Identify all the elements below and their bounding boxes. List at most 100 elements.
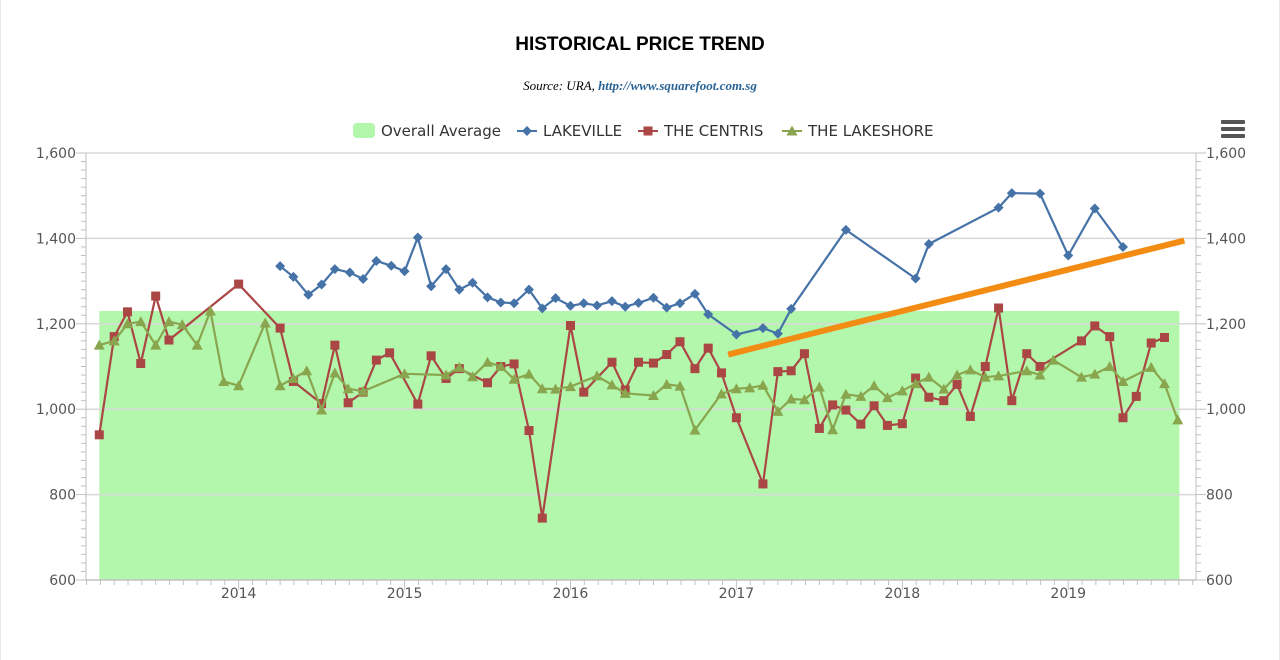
the-lakeshore-point [467, 371, 479, 382]
the-centris-point [716, 368, 726, 378]
the-lakeshore-point [150, 339, 162, 350]
the-lakeshore-point [316, 404, 328, 415]
the-lakeshore-point [550, 383, 562, 394]
the-centris-point [1118, 413, 1128, 423]
the-lakeshore-point [259, 317, 271, 328]
the-centris-point [524, 426, 534, 436]
lakeville-point [1006, 188, 1017, 199]
the-lakeshore-point [301, 365, 313, 376]
y-tick-label-left: 1,000 [36, 402, 76, 418]
the-lakeshore-point [868, 380, 880, 391]
lakeville-point [1089, 203, 1100, 214]
the-lakeshore-point [715, 388, 727, 399]
lakeville-point [329, 264, 340, 275]
the-centris-point [675, 337, 685, 347]
the-lakeshore-point [938, 383, 950, 394]
the-lakeshore-line [99, 309, 1179, 432]
y-tick-label-right: 1,200 [1206, 317, 1246, 333]
legend-swatch [353, 123, 375, 138]
the-lakeshore-point [896, 385, 908, 396]
subtitle-source: Source: URA, [523, 78, 599, 93]
the-lakeshore-point [979, 371, 991, 382]
the-lakeshore-point [647, 390, 659, 401]
y-tick-label-right: 1,000 [1206, 402, 1246, 418]
legend-item-lakeville: LAKEVILLE [517, 122, 622, 140]
the-centris-point [773, 367, 783, 377]
the-lakeshore-point [287, 372, 299, 383]
lakeville-point [344, 267, 355, 278]
legend-marker [643, 126, 653, 136]
hamburger-menu-icon[interactable] [1221, 120, 1245, 138]
the-centris-point [758, 479, 768, 489]
legend-item-overall-average: Overall Average [353, 122, 501, 140]
x-tick-label: 2019 [1050, 586, 1086, 602]
the-centris-point [1146, 338, 1156, 348]
the-centris-point [151, 291, 161, 301]
lakeville-point [358, 273, 369, 284]
the-centris-point [690, 364, 700, 374]
the-lakeshore-point [564, 381, 576, 392]
the-lakeshore-point [730, 383, 742, 394]
the-lakeshore-point [964, 364, 976, 375]
x-tick-label: 2015 [387, 586, 423, 602]
the-centris-point [952, 379, 962, 389]
lakeville-point [371, 256, 382, 267]
the-centris-point [1022, 349, 1032, 359]
the-lakeshore-point [163, 316, 175, 327]
the-lakeshore-point [951, 369, 963, 380]
the-lakeshore-point [1104, 361, 1116, 371]
the-lakeshore-point [840, 388, 852, 399]
lakeville-point [620, 301, 631, 312]
the-centris-point [164, 335, 174, 345]
the-centris-point [634, 357, 644, 367]
the-lakeshore-point [1047, 354, 1059, 365]
the-lakeshore-point [798, 394, 810, 405]
the-centris-point [869, 401, 879, 411]
the-centris-point [1105, 332, 1115, 342]
the-lakeshore-point [772, 405, 784, 416]
lakeville-point [550, 293, 561, 304]
y-tick-label-left: 1,200 [36, 317, 76, 333]
lakeville-point [993, 202, 1004, 213]
the-centris-point [426, 351, 436, 361]
the-centris-point [882, 420, 892, 430]
lakeville-point [633, 297, 644, 308]
the-lakeshore-point [329, 367, 341, 378]
the-lakeshore-point [274, 380, 286, 391]
y-tick-label-left: 800 [49, 488, 76, 504]
the-centris-point [799, 349, 809, 359]
the-lakeshore-point [910, 378, 922, 389]
chart-title: HISTORICAL PRICE TREND [515, 34, 765, 55]
the-lakeshore-point [1117, 375, 1129, 386]
the-lakeshore-point [508, 373, 520, 384]
the-lakeshore-point [827, 424, 839, 435]
lakeville-point [757, 323, 768, 334]
the-lakeshore-point [176, 319, 188, 330]
lakeville-point [303, 289, 314, 300]
the-lakeshore-point [495, 361, 507, 371]
the-centris-point [1007, 396, 1017, 406]
the-lakeshore-point [785, 393, 797, 404]
lakeville-point [386, 260, 397, 271]
the-lakeshore-point [93, 339, 105, 350]
the-centris-point [122, 307, 132, 317]
the-centris-point [939, 396, 949, 406]
the-lakeshore-point [523, 368, 535, 379]
legend-label: THE CENTRIS [663, 122, 763, 140]
the-lakeshore-point [191, 339, 203, 350]
the-lakeshore-point [744, 382, 756, 393]
lakeville-point [412, 232, 423, 243]
the-centris-point [994, 303, 1004, 313]
source-link[interactable]: http://www.squarefoot.com.sg [598, 78, 757, 93]
the-centris-point [275, 323, 285, 333]
legend-label: THE LAKESHORE [807, 122, 933, 140]
the-centris-point [234, 279, 244, 289]
x-tick-label: 2018 [885, 586, 921, 602]
lakeville-point [772, 328, 783, 339]
the-lakeshore-point [482, 356, 494, 367]
the-centris-point [856, 419, 866, 429]
lakeville-point [467, 277, 478, 288]
the-centris-point [786, 366, 796, 376]
the-centris-point [343, 398, 353, 408]
